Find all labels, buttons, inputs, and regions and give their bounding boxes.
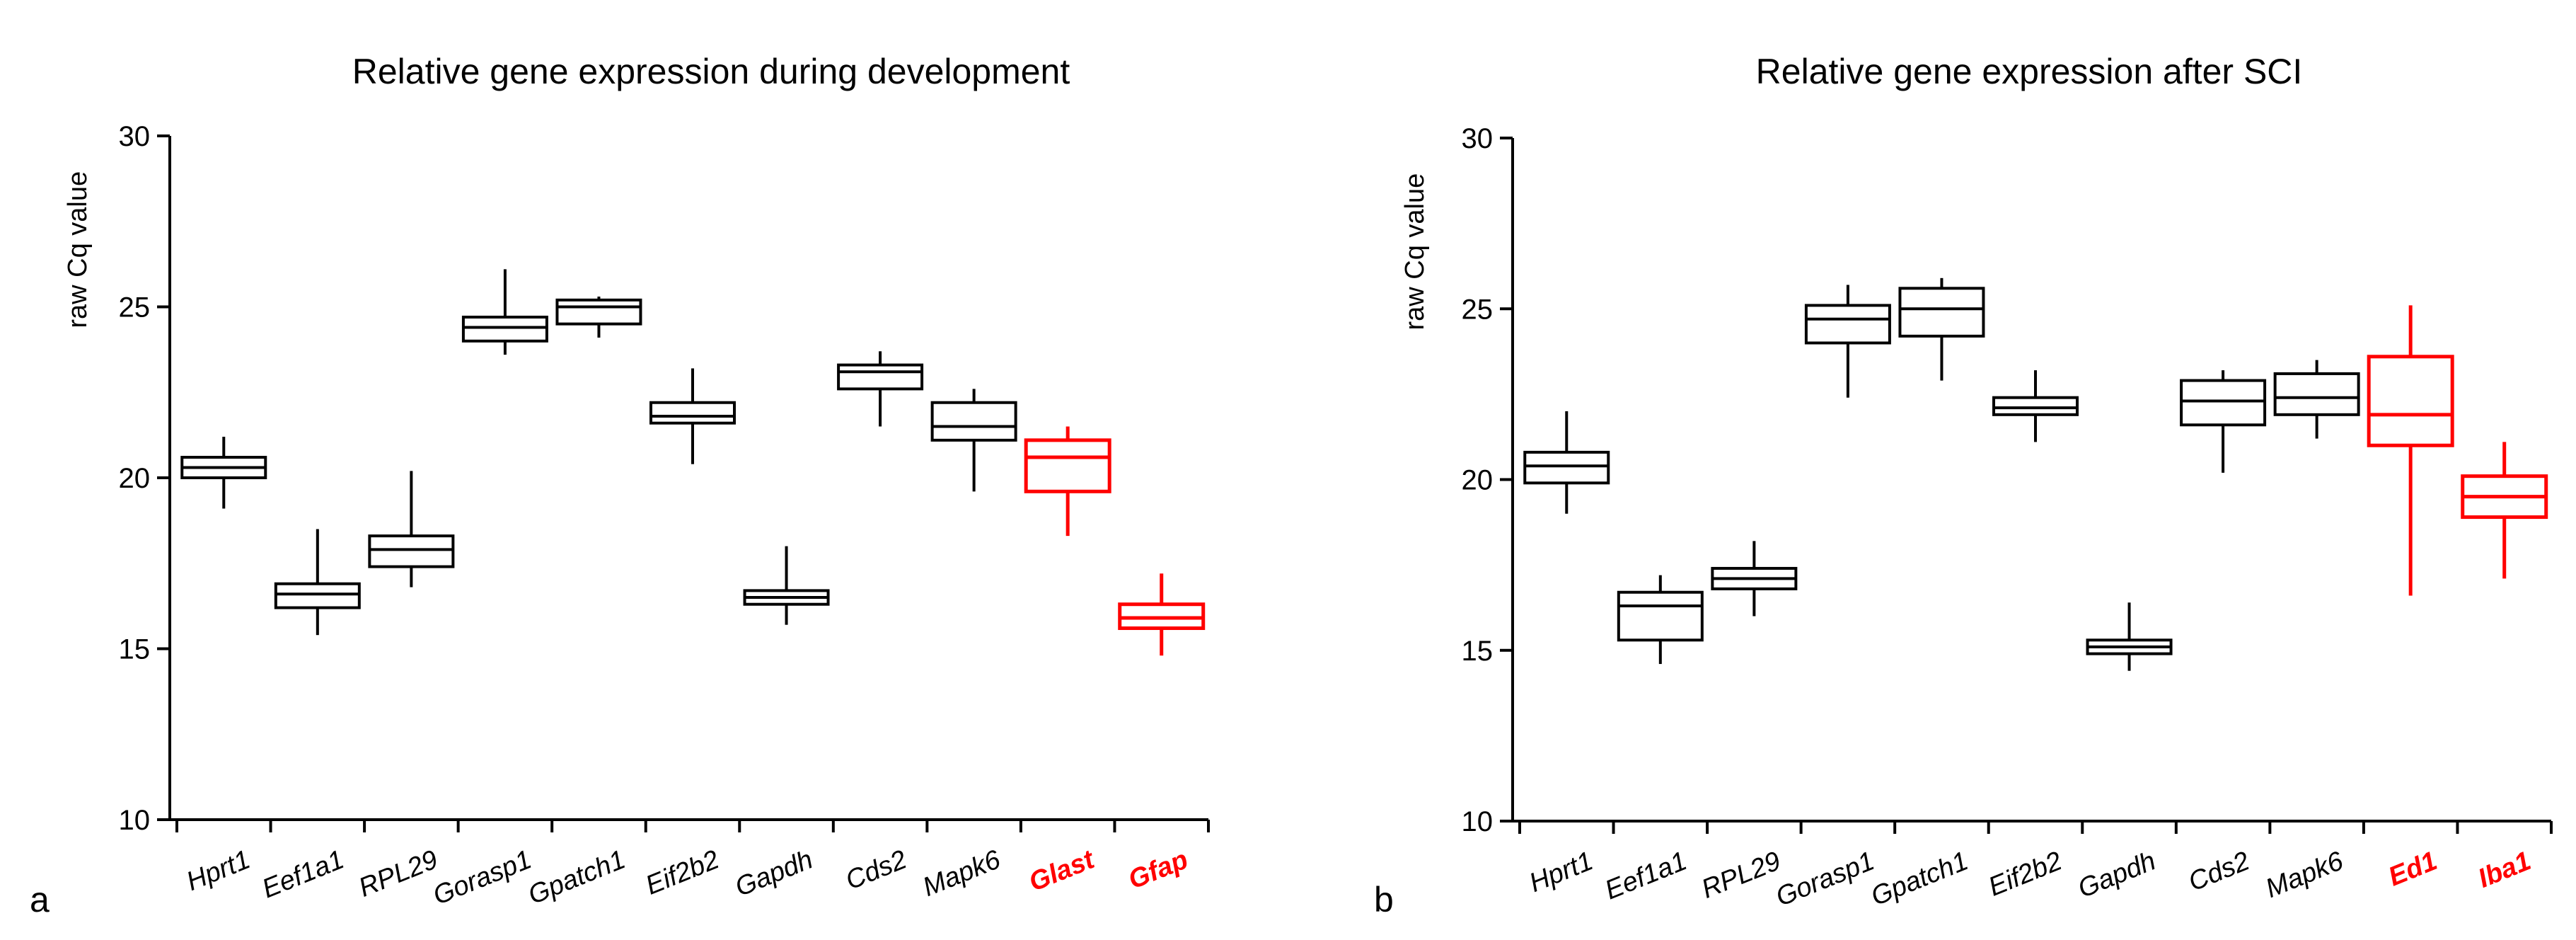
box-plot-Gorasp1 xyxy=(461,269,548,355)
x-tick-label: Iba1 xyxy=(2474,846,2535,893)
x-tick-label: Eef1a1 xyxy=(258,844,348,904)
box-plot-Gorasp1 xyxy=(1804,285,1891,398)
x-tick-label: Eef1a1 xyxy=(1601,846,1691,905)
box-plot-Hprt1 xyxy=(180,437,267,509)
box-iqr xyxy=(1992,396,2079,416)
box-iqr xyxy=(555,298,642,326)
box-plot-Cds2 xyxy=(2180,370,2267,473)
x-tick-label: Mapk6 xyxy=(919,844,1005,902)
chart-svg-a: Relative gene expression during developm… xyxy=(30,52,1210,919)
x-tick-label: Mapk6 xyxy=(2262,846,2348,904)
box-iqr xyxy=(2180,379,2267,427)
box-iqr xyxy=(1617,590,1704,642)
box-plot-Gfap xyxy=(1118,573,1206,656)
box-iqr xyxy=(274,582,361,609)
box-plot-Eef1a1 xyxy=(1617,575,1704,665)
box-plot-Mapk6 xyxy=(2273,360,2360,439)
box-plot-Cds2 xyxy=(837,351,924,427)
y-tick-label: 30 xyxy=(1462,123,1494,154)
x-tick-label: Cds2 xyxy=(2184,846,2253,897)
x-tick-label: Gpatch1 xyxy=(1867,846,1973,912)
box-plot-Gpatch1 xyxy=(555,297,642,338)
box-plot-Gpatch1 xyxy=(1898,277,1985,381)
chart-panel-b: Relative gene expression after SCI raw Cq… xyxy=(1344,0,2576,940)
x-tick-label: Gorasp1 xyxy=(429,844,536,911)
box-iqr xyxy=(837,363,924,391)
box-iqr xyxy=(2367,355,2454,447)
box-iqr xyxy=(1898,287,1985,338)
box-plot-Eef1a1 xyxy=(274,529,361,636)
box-iqr xyxy=(1523,450,1610,485)
x-tick-label: Gorasp1 xyxy=(1772,846,1878,912)
y-axis-label: raw Cq value xyxy=(1400,173,1430,331)
box-plot-Eif2b2 xyxy=(649,368,736,464)
x-tick-label: Gapdh xyxy=(2074,846,2160,904)
y-tick-label: 15 xyxy=(119,634,151,665)
chart-title: Relative gene expression after SCI xyxy=(1756,52,2303,91)
box-iqr xyxy=(1804,304,1891,345)
box-iqr xyxy=(2273,372,2360,416)
box-iqr xyxy=(649,401,736,425)
box-plot-RPL29 xyxy=(1711,541,1798,617)
box-plot-Gapdh xyxy=(743,546,830,625)
x-tick-label: Glast xyxy=(1025,844,1099,898)
x-tick-label: Eif2b2 xyxy=(1985,846,2067,902)
box-plot-Glast xyxy=(1024,426,1111,537)
y-tick-label: 15 xyxy=(1462,636,1494,667)
x-tick-label: Gapdh xyxy=(731,844,817,902)
y-tick-label: 30 xyxy=(119,121,151,152)
chart-title: Relative gene expression during developm… xyxy=(352,52,1070,91)
x-tick-label: Hprt1 xyxy=(1525,846,1598,898)
chart-panel-a: Relative gene expression during developm… xyxy=(30,52,1210,919)
x-tick-label: Eif2b2 xyxy=(642,844,724,900)
x-tick-label: Cds2 xyxy=(841,844,911,895)
x-tick-label: Hprt1 xyxy=(183,844,255,897)
y-tick-label: 25 xyxy=(1462,294,1494,325)
box-plot-RPL29 xyxy=(368,471,455,588)
box-plot-Mapk6 xyxy=(930,389,1017,492)
box-plot-Gapdh xyxy=(2086,602,2173,671)
x-tick-label: RPL29 xyxy=(354,844,441,902)
box-iqr xyxy=(1024,438,1111,493)
x-tick-label: Gfap xyxy=(1124,844,1192,895)
x-tick-label: Ed1 xyxy=(2384,846,2441,892)
box-plot-Eif2b2 xyxy=(1992,370,2079,442)
panel-label: b xyxy=(1374,880,1394,919)
y-axis-label: raw Cq value xyxy=(63,171,93,328)
y-tick-label: 10 xyxy=(119,805,151,836)
x-tick-label: Gpatch1 xyxy=(524,844,630,910)
chart-svg-b: Relative gene expression after SCI raw Cq… xyxy=(1374,52,2553,919)
box-iqr xyxy=(461,315,548,343)
y-tick-label: 20 xyxy=(119,463,151,494)
x-tick-label: RPL29 xyxy=(1697,846,1784,904)
box-iqr xyxy=(930,401,1017,442)
box-plot-Hprt1 xyxy=(1523,411,1610,514)
y-tick-label: 20 xyxy=(1462,465,1494,496)
box-plot-Ed1 xyxy=(2367,305,2454,596)
box-iqr xyxy=(368,534,455,568)
panel-label: a xyxy=(30,880,50,919)
box-plot-Iba1 xyxy=(2461,442,2548,579)
y-tick-label: 10 xyxy=(1462,806,1494,837)
y-tick-label: 25 xyxy=(119,292,151,323)
